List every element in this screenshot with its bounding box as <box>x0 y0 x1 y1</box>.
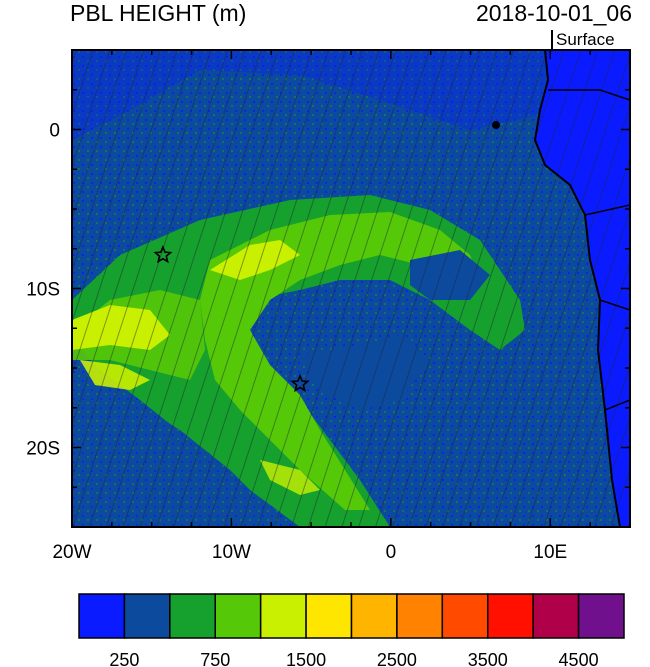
colorbar-label: 3500 <box>468 650 508 667</box>
colorbar-box <box>169 593 216 639</box>
plot-title: PBL HEIGHT (m) <box>70 0 247 26</box>
lon-tick-label: 20W <box>52 542 91 563</box>
lat-tick-label: 20S <box>26 439 60 460</box>
level-label: Surface <box>556 30 615 49</box>
station-markers <box>153 244 310 393</box>
axis-ticks: 20W 10W 0 10E 0 10S 20S <box>26 49 631 563</box>
level-marker <box>551 30 553 49</box>
colorbar-box <box>532 593 580 639</box>
colorbar-label: 750 <box>200 650 230 667</box>
colorbar-box <box>577 593 625 639</box>
station-star-icon <box>290 373 310 393</box>
valid-time-label: 2018-10-01_06 <box>475 0 632 26</box>
lon-tick-label: 10W <box>212 542 251 563</box>
pbl-height-field <box>72 50 630 527</box>
lat-tick-label: 0 <box>49 121 60 142</box>
station-star-icon <box>153 244 173 264</box>
colorbar-label: 4500 <box>559 650 599 667</box>
colorbar-box <box>123 593 171 639</box>
colorbar-box <box>441 593 489 639</box>
colorbar-box <box>396 593 444 639</box>
colorbar-box <box>259 593 307 639</box>
colorbar-box <box>305 593 353 639</box>
colorbar-box <box>78 593 126 639</box>
lon-tick-label: 10E <box>533 542 567 563</box>
lon-tick-label: 0 <box>386 542 397 563</box>
colorbar-label: 250 <box>109 650 139 667</box>
colorbar: 250 750 1500 2500 3500 4500 <box>78 593 625 667</box>
colorbar-box <box>214 593 262 639</box>
colorbar-label: 2500 <box>377 650 417 667</box>
colorbar-label: 1500 <box>286 650 326 667</box>
colorbar-box <box>487 593 534 639</box>
lat-tick-label: 10S <box>26 280 60 301</box>
colorbar-box <box>350 593 398 639</box>
coastline <box>492 50 630 527</box>
